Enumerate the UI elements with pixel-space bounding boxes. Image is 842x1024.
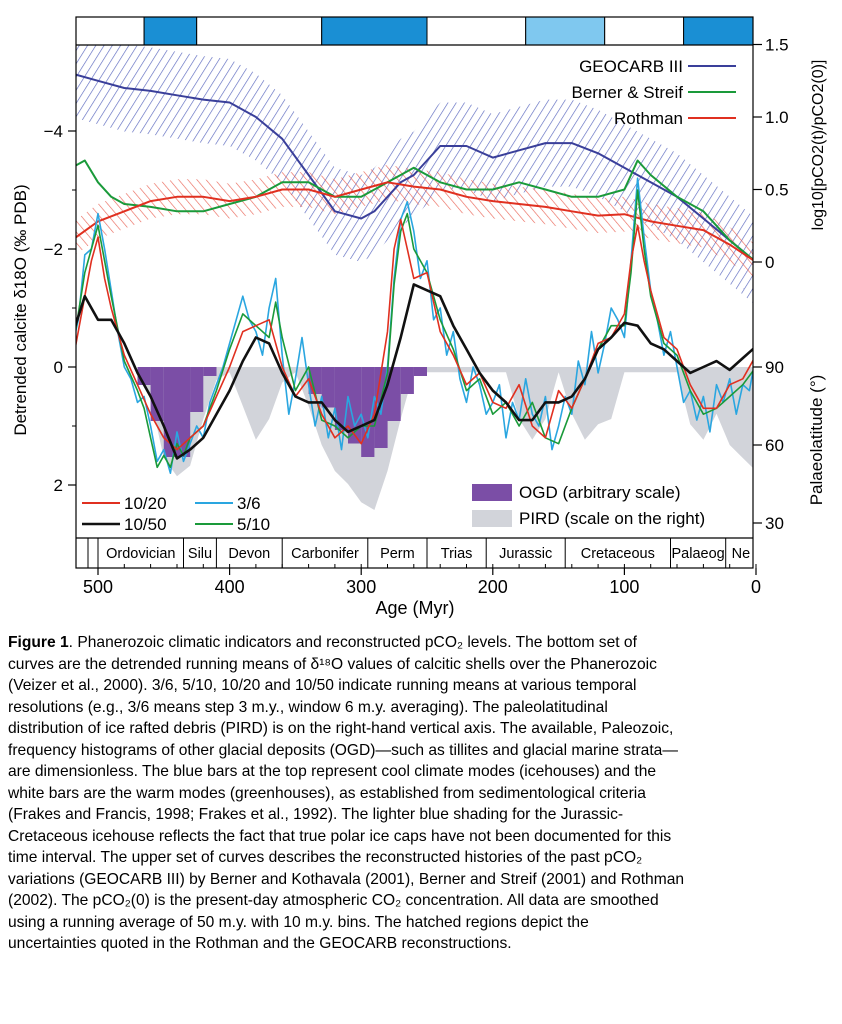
legend-1050-label: 10/50 <box>124 515 167 534</box>
right-axis-top: 1.5 1.0 0.5 0 <box>753 36 789 272</box>
ogd-bar <box>321 367 335 408</box>
right-top-tick-label: 1.5 <box>765 36 789 55</box>
ogd-bar <box>387 367 401 421</box>
x-axis: 500 400 300 200 100 0 <box>83 564 761 597</box>
legend-36-label: 3/6 <box>237 494 261 513</box>
caption-line: time interval. The upper set of curves d… <box>8 849 643 866</box>
phanerozoic-figure: Ordovician Silu Devon Carbonifer Perm Trias Ju… <box>11 16 827 618</box>
legend-rothman-label: Rothman <box>614 109 683 128</box>
period-label: Jurassic <box>499 546 552 562</box>
ogd-bar <box>150 367 164 421</box>
right-top-tick-label: 0.5 <box>765 181 789 200</box>
right-axis-top-title: log10[pCO2(t)/pCO2(0)] <box>810 60 827 231</box>
ogd-bar <box>308 367 322 394</box>
caption-line: using a running average of 50 m.y. with … <box>8 913 589 931</box>
top-legend: GEOCARB III Berner & Streif Rothman <box>572 57 736 128</box>
left-tick-label: −2 <box>44 240 63 259</box>
climate-mode-block-warm <box>604 16 685 46</box>
x-tick-label: 500 <box>83 577 113 597</box>
ogd-bar <box>348 367 362 444</box>
period-strip: Ordovician Silu Devon Carbonifer Perm Trias Ju… <box>87 538 751 568</box>
climate-mode-block-cool <box>143 16 198 46</box>
legend-ogd-swatch <box>472 484 512 501</box>
climate-mode-block-warm <box>75 16 145 46</box>
caption-line: frequency histograms of other glacial de… <box>8 741 678 759</box>
series-10-50-line <box>76 283 753 460</box>
caption-line: Cretaceous icehouse reflects the fact th… <box>8 827 672 845</box>
x-tick-label: 200 <box>478 577 508 597</box>
x-axis-title: Age (Myr) <box>375 598 454 618</box>
right-top-tick-label: 0 <box>765 253 774 272</box>
geocarb-line <box>76 73 753 261</box>
left-axis: −4 −2 0 2 <box>44 122 76 495</box>
right-bottom-tick-label: 60 <box>765 436 784 455</box>
x-tick-label: 100 <box>609 577 639 597</box>
caption-line: distribution of ice rafted debris (PIRD)… <box>8 720 674 737</box>
right-axis-bottom-title: Palaeolatitude (°) <box>807 375 826 506</box>
pird-layer <box>137 367 753 510</box>
legend-pird-label: PIRD (scale on the right) <box>519 509 705 528</box>
climate-mode-block-cool-light <box>525 16 606 46</box>
period-label: Cretaceous <box>581 546 655 562</box>
caption-line: curves are the detrended running means o… <box>8 655 657 673</box>
period-label: Trias <box>441 546 473 562</box>
x-tick-label: 0 <box>751 577 761 597</box>
period-label: Ne <box>732 546 751 562</box>
ogd-bar <box>334 367 349 430</box>
period-label: Palaeog <box>671 546 724 562</box>
right-axis-bottom: 90 60 30 <box>753 358 784 533</box>
climate-mode-block-warm <box>426 16 527 46</box>
legend-ogd-label: OGD (arbitrary scale) <box>519 483 681 502</box>
caption-line: white bars are the warm modes (greenhous… <box>8 784 646 802</box>
figure-caption: Figure 1. Phanerozoic climatic indicator… <box>8 632 834 955</box>
caption-line: (2002). The pCO₂(0) is the present-day a… <box>8 892 659 909</box>
bottom-series-layer <box>76 177 753 474</box>
period-label: Devon <box>228 546 270 562</box>
plot-frame <box>75 16 754 569</box>
caption-line: Figure 1. Phanerozoic climatic indicator… <box>8 634 637 651</box>
legend-510-label: 5/10 <box>237 515 270 534</box>
right-bottom-tick-label: 90 <box>765 358 784 377</box>
caption-line: (Veizer et al., 2000). 3/6, 5/10, 10/20 … <box>8 677 637 694</box>
period-label: Carbonifer <box>291 546 359 562</box>
pird-area <box>137 367 753 510</box>
caption-line: variations (GEOCARB III) by Berner and K… <box>8 870 685 888</box>
bottom-legend: 10/20 3/6 10/50 5/10 <box>82 494 270 534</box>
legend-geocarb-label: GEOCARB III <box>579 57 683 76</box>
period-label: Perm <box>380 546 415 562</box>
left-tick-label: 0 <box>54 358 63 377</box>
ogd-bar <box>413 367 427 376</box>
ogd-bar <box>203 367 217 376</box>
x-tick-label: 400 <box>215 577 245 597</box>
series-3-6-line <box>76 177 753 474</box>
ogd-bar <box>400 367 414 394</box>
caption-line: uncertainties quoted in the Rothman and … <box>8 935 512 952</box>
ogd-layer <box>137 367 427 457</box>
legend-berner-label: Berner & Streif <box>572 83 684 102</box>
caption-line: are dimensionless. The blue bars at the … <box>8 763 657 780</box>
ogd-bar <box>190 367 204 412</box>
x-tick-label: 300 <box>346 577 376 597</box>
left-tick-label: 2 <box>54 476 63 495</box>
ogd-bar <box>177 367 191 457</box>
left-tick-label: −4 <box>44 122 63 141</box>
climate-mode-bar <box>75 16 754 46</box>
caption-line: (Frakes and Francis, 1998; Frakes et al.… <box>8 806 624 823</box>
left-axis-title: Detrended calcite δ18O (‰ PDB) <box>11 184 30 435</box>
caption-line: resolutions (e.g., 3/6 means step 3 m.y.… <box>8 698 608 716</box>
climate-mode-block-cool <box>683 16 754 46</box>
climate-mode-block-warm <box>196 16 323 46</box>
legend-1020-label: 10/20 <box>124 494 167 513</box>
deposit-legend: OGD (arbitrary scale) PIRD (scale on the… <box>472 483 705 528</box>
rothman-uncertainty <box>76 164 753 278</box>
period-label: Ordovician <box>106 546 175 562</box>
period-label: Silu <box>188 546 212 562</box>
caption-figure-label: Figure 1 <box>8 634 69 651</box>
right-top-tick-label: 1.0 <box>765 108 789 127</box>
legend-pird-swatch <box>472 510 512 527</box>
climate-mode-block-cool <box>321 16 428 46</box>
right-bottom-tick-label: 30 <box>765 514 784 533</box>
series-5-10-line <box>76 189 753 469</box>
berner-streif-line <box>76 159 753 261</box>
